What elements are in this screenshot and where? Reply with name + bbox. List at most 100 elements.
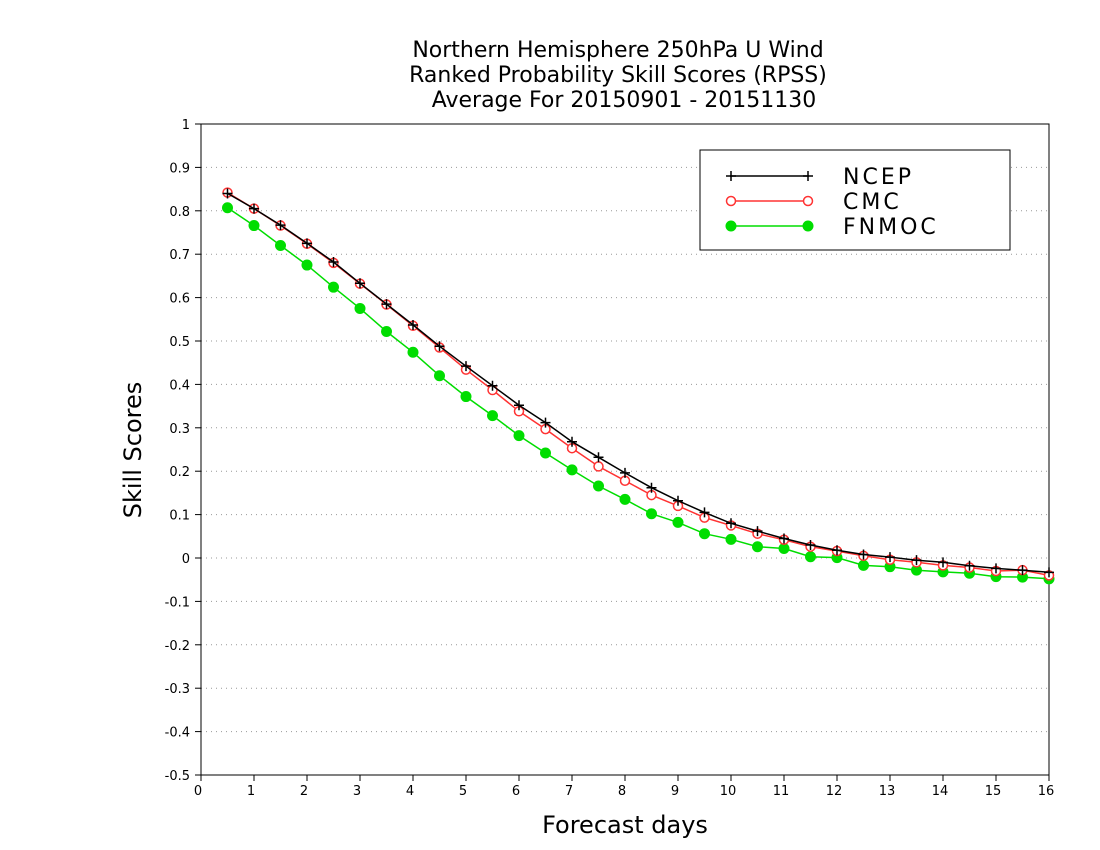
data-point <box>858 549 869 560</box>
x-tick-label: 14 <box>932 784 949 799</box>
y-tick-label: 0.5 <box>169 335 190 350</box>
data-point <box>513 430 525 442</box>
data-point <box>275 240 286 252</box>
x-tick-label: 13 <box>879 784 896 799</box>
data-point <box>381 325 392 337</box>
data-point <box>222 188 233 199</box>
y-tick-label: -0.1 <box>165 595 190 610</box>
y-tick-label: -0.2 <box>165 639 190 654</box>
y-tick-label: 0.4 <box>169 378 190 393</box>
y-axis-title: Skill Scores <box>119 382 147 519</box>
y-tick-label: 0.7 <box>169 248 190 263</box>
data-point <box>858 559 869 571</box>
data-point <box>487 410 498 422</box>
data-point <box>566 464 578 476</box>
legend-entry-fnmoc: FNMOC <box>725 215 939 240</box>
data-point <box>805 539 816 550</box>
data-point <box>434 370 445 382</box>
y-tick-label: 0.2 <box>169 465 190 480</box>
data-point <box>540 417 551 428</box>
data-point <box>699 507 710 518</box>
legend-entry-ncep: NCEP <box>726 165 914 190</box>
data-point <box>249 203 259 214</box>
data-point <box>805 551 816 563</box>
data-point <box>726 171 736 181</box>
data-point <box>275 220 286 231</box>
data-point <box>672 516 684 528</box>
data-point <box>752 541 763 553</box>
legend-label: FNMOC <box>843 215 939 240</box>
data-point <box>381 299 392 310</box>
data-point <box>620 467 630 478</box>
x-tick-label: 4 <box>406 784 414 799</box>
data-point <box>593 461 604 472</box>
y-tick-label: 0.1 <box>169 509 190 524</box>
data-point <box>222 202 233 214</box>
data-point <box>725 220 737 232</box>
data-point <box>248 220 260 232</box>
data-point <box>460 391 472 403</box>
data-point <box>407 346 419 358</box>
data-point <box>699 528 710 540</box>
data-point <box>1017 565 1028 576</box>
y-tick-label: 0.9 <box>169 161 190 176</box>
y-tick-label: -0.4 <box>165 726 190 741</box>
data-point <box>593 480 604 492</box>
x-axis-title: Forecast days <box>542 811 708 839</box>
data-point <box>328 281 339 293</box>
legend-label: NCEP <box>843 165 914 190</box>
x-tick-label: 1 <box>247 784 255 799</box>
y-axis-ticks: -0.5 -0.4 -0.3 -0.2 -0.1 0 0.1 0.2 0.3 0.4 0.5 0.6 0… <box>165 118 201 784</box>
data-point <box>487 380 498 391</box>
data-point <box>802 195 814 207</box>
x-tick-label: 15 <box>985 784 1002 799</box>
x-axis-ticks: 0 1 2 3 4 5 6 7 8 9 10 11 12 13 14 15 16 <box>194 775 1054 799</box>
data-point <box>540 447 551 459</box>
data-point <box>619 493 631 505</box>
chart-title-line-1: Northern Hemisphere 250hPa U Wind <box>412 38 823 63</box>
y-tick-label: 0.3 <box>169 422 190 437</box>
data-point <box>673 495 683 506</box>
series-ncep <box>222 188 1054 578</box>
data-point <box>434 341 445 352</box>
data-point <box>752 526 763 537</box>
x-tick-label: 9 <box>671 784 679 799</box>
x-tick-label: 10 <box>720 784 737 799</box>
x-tick-label: 6 <box>512 784 520 799</box>
x-tick-label: 0 <box>194 784 202 799</box>
data-point <box>779 533 789 544</box>
series-line <box>227 207 1050 580</box>
x-tick-label: 16 <box>1038 784 1055 799</box>
data-point <box>567 436 577 447</box>
data-point <box>725 533 737 545</box>
y-tick-label: 0 <box>182 552 190 567</box>
data-point <box>301 259 313 271</box>
x-tick-label: 3 <box>353 784 361 799</box>
series-layer <box>222 187 1055 585</box>
data-point <box>938 557 948 568</box>
y-tick-label: 0.8 <box>169 205 190 220</box>
data-point <box>354 302 366 314</box>
data-point <box>593 452 604 463</box>
x-tick-label: 11 <box>773 784 790 799</box>
y-tick-label: -0.3 <box>165 682 190 697</box>
data-point <box>832 545 842 556</box>
data-point <box>355 278 365 289</box>
data-point <box>1044 567 1054 578</box>
y-tick-label: 1 <box>182 118 190 133</box>
data-point <box>328 257 339 268</box>
legend-label: CMC <box>843 190 902 215</box>
x-tick-label: 2 <box>300 784 308 799</box>
data-point <box>646 482 657 493</box>
data-point <box>302 238 312 249</box>
data-point <box>646 508 657 520</box>
data-point <box>408 319 418 330</box>
legend-entry-cmc: CMC <box>725 190 902 215</box>
data-point <box>991 563 1001 574</box>
data-point <box>461 361 471 372</box>
data-point <box>802 220 814 232</box>
series-fnmoc <box>222 202 1055 585</box>
data-point <box>911 555 922 566</box>
